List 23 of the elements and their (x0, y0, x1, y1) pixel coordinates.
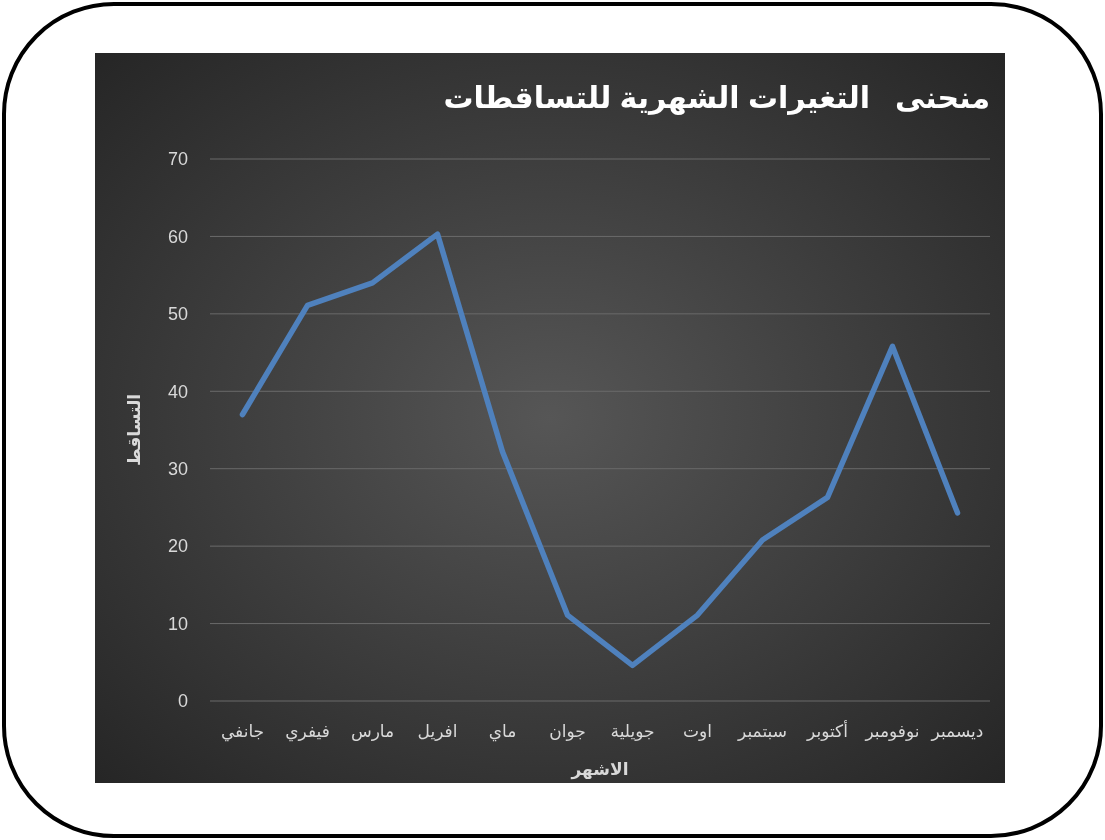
x-tick-label: أكتوبر (806, 720, 848, 741)
x-tick-label: جانفي (220, 722, 265, 742)
x-tick-label: فيفري (285, 722, 330, 742)
x-tick-label: اوت (683, 722, 712, 741)
x-tick-label: سبتمبر (737, 722, 787, 741)
x-tick-label: نوفومبر (864, 722, 920, 741)
y-axis-title: التساقط (125, 393, 144, 467)
x-tick-label: جوان (549, 722, 586, 741)
y-tick-label: 50 (167, 304, 188, 325)
x-tick-label: افريل (417, 722, 458, 741)
y-tick-label: 0 (177, 691, 188, 712)
x-axis-title: الاشهر (570, 760, 629, 780)
x-tick-label: ديسمبر (930, 722, 984, 741)
x-tick-label: جويلية (610, 722, 655, 741)
chart-title: منحنى التغيرات الشهرية للتساقطات (443, 81, 990, 115)
y-tick-label: 60 (167, 226, 188, 247)
y-tick-label: 40 (167, 381, 188, 402)
x-tick-label: ماي (488, 722, 517, 742)
y-tick-label: 30 (167, 459, 188, 480)
y-tick-label: 10 (167, 613, 188, 634)
y-tick-label: 70 (167, 149, 188, 170)
x-tick-label: مارس (350, 722, 395, 741)
y-tick-label: 20 (167, 536, 188, 557)
